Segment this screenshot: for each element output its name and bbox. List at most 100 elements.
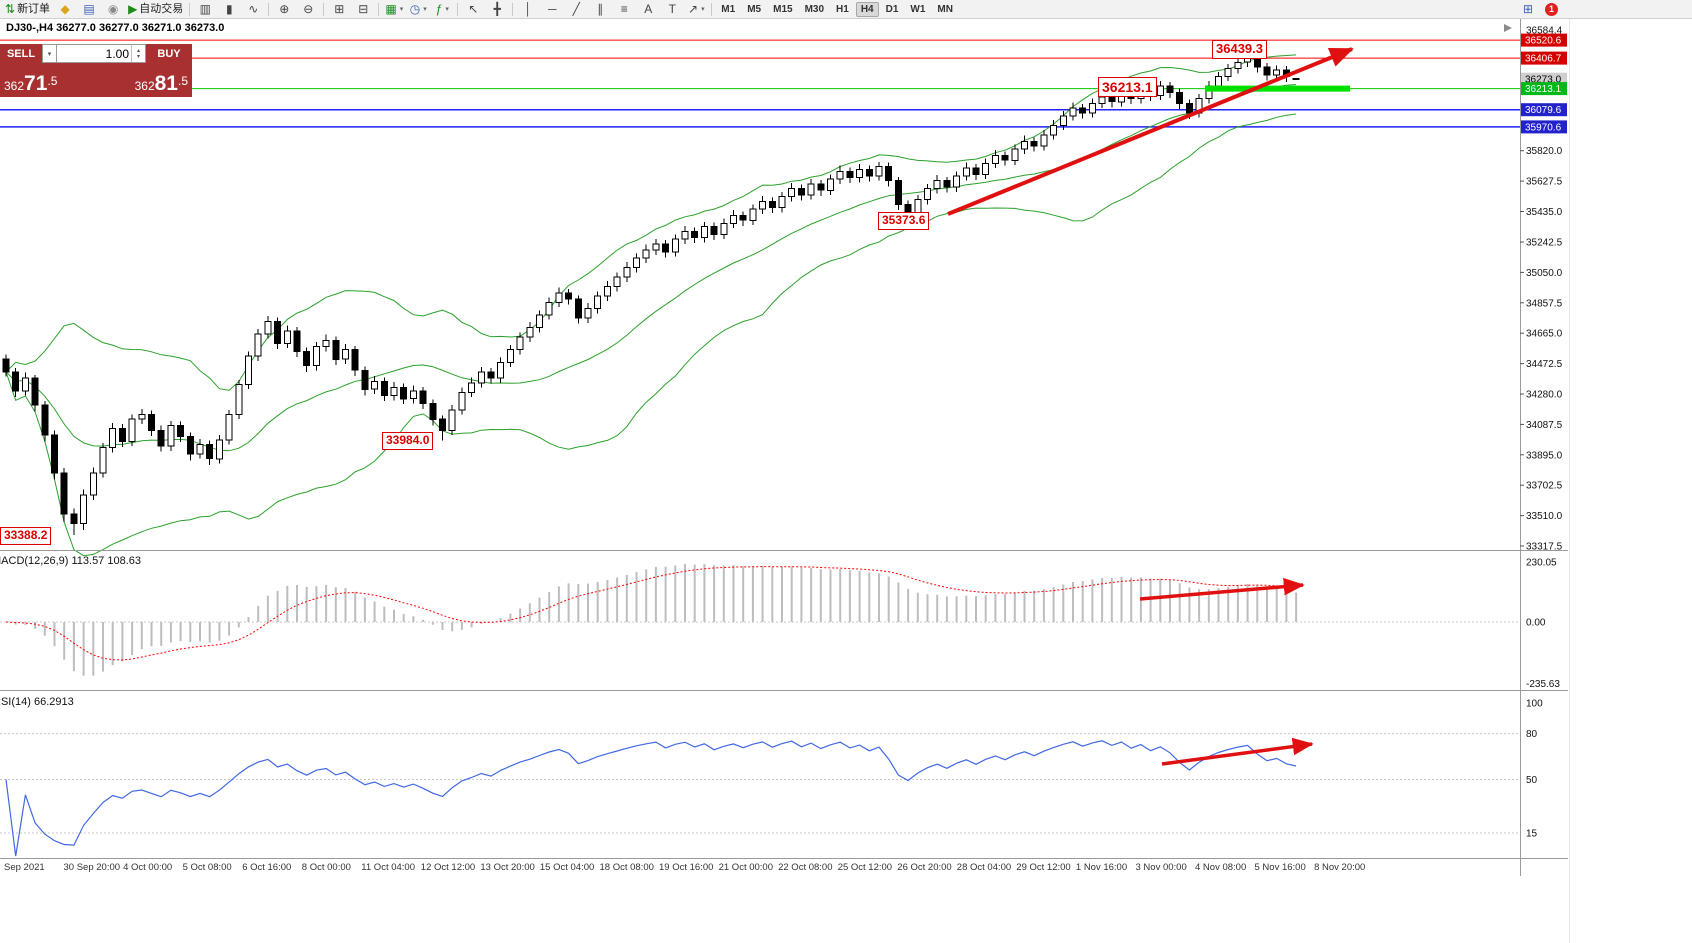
toolbar-right-group: ⊞ 1 [1516,0,1558,19]
notification-badge[interactable]: 1 [1545,2,1558,16]
volume-dropdown-button[interactable]: ▾ [42,44,57,63]
bollinger-lower-band [5,113,1297,557]
time-axis-label: 29 Oct 12:00 [1016,862,1070,873]
sell-price-big: 71 [24,72,48,95]
chart-window-button[interactable]: ⊞ [1516,0,1540,19]
price-axis-label: 33895.0 [1526,450,1563,461]
chart-canvas[interactable]: 35820.0 35627.5 35435.0 35242.5 35050.0 34857… [0,0,1568,878]
buy-price[interactable]: 36281.5 [135,73,188,95]
label-icon: T [668,2,676,16]
chevron-down-icon: ▾ [445,5,449,13]
crosshair-button[interactable]: ╋ [485,0,509,19]
macd-axis-label: 230.05 [1526,558,1557,569]
timeframe-m5-button[interactable]: M5 [747,3,762,15]
chart-profile-button[interactable]: ◆ [53,0,77,19]
text-button[interactable]: A [636,0,660,19]
cursor-icon: ↖ [468,2,479,16]
time-axis-label: 26 Oct 20:00 [897,862,951,873]
line-chart-mode-icon: ∿ [248,2,259,16]
time-axis-label: 11 Oct 04:00 [361,862,415,873]
trend-arrow[interactable] [1139,577,1305,601]
timeframe-w1-button[interactable]: W1 [910,3,926,15]
data-window-button[interactable]: ◉ [101,0,125,19]
toolbar-separator [323,2,325,16]
price-axis-label: 34857.5 [1526,298,1563,309]
timeframe-h4-button[interactable]: H4 [855,1,879,17]
chart-profile-icon: ◆ [60,2,70,16]
crosshair-icon: ╋ [493,2,501,16]
sell-price[interactable]: 36271.5 [4,72,57,95]
stepper-up-icon[interactable]: ▴ [136,47,140,54]
time-axis-label: 6 Oct 16:00 [242,862,291,873]
timeframe-d1-button[interactable]: D1 [885,3,899,15]
zoom-in-button[interactable]: ⊕ [272,0,296,19]
channel-icon: ∥ [597,2,604,16]
period-button[interactable]: ◷ ▾ [406,0,430,19]
time-axis-label: Sep 2021 [4,862,45,873]
horizontal-line-icon: ─ [548,2,557,16]
channel-button[interactable]: ∥ [588,0,612,19]
toolbar-separator [189,2,191,16]
indicators-button[interactable]: ƒ ▾ [430,0,454,19]
time-axis-label: 21 Oct 00:00 [719,862,773,873]
toolbar-separator [512,2,514,16]
bar-chart-mode-button[interactable]: ▥ [193,0,217,19]
trend-arrow[interactable] [947,47,1354,216]
timeframe-m15-button[interactable]: M15 [773,3,793,15]
candlestick-mode-button[interactable]: ▮ [217,0,241,19]
macd-histogram [14,564,1298,676]
new-order-icon: ⇅ [5,2,16,16]
timeframe-mn-button[interactable]: MN [937,3,953,15]
arrange-windows-icon: ⊟ [358,2,369,16]
timeframe-m30-button[interactable]: M30 [804,3,825,15]
price-axis-label: 35820.0 [1526,146,1563,157]
price-tag [1521,103,1567,117]
period-icon: ◷ [409,2,421,16]
symbol-period-label: DJ30-,H4 [6,22,54,34]
arrange-windows-button[interactable]: ⊟ [351,0,375,19]
horizontal-line-button[interactable]: ─ [540,0,564,19]
price-tag-label: 36406.7 [1525,54,1562,65]
vertical-line-button[interactable]: │ [516,0,540,19]
new-chart-button[interactable]: ▦ ▾ [382,0,406,19]
new-order-button[interactable]: ⇅ 新订单 [2,0,53,19]
data-window-icon: ◉ [107,2,119,16]
indicators-icon: ƒ [435,2,443,16]
bar-chart-mode-icon: ▥ [199,2,211,16]
price-tag [1521,120,1567,134]
timeframe-h1-button[interactable]: H1 [836,3,849,15]
label-button[interactable]: T [660,0,684,19]
bollinger-upper-band [5,54,1297,391]
trend-arrow[interactable] [1161,737,1314,766]
vertical-line-icon: │ [524,2,533,16]
chevron-down-icon: ▾ [399,5,404,13]
cursor-button[interactable]: ↖ [461,0,485,19]
time-axis-label: 13 Oct 20:00 [480,862,534,873]
chart-title: DJ30-,H4 36277.0 36277.0 36271.0 36273.0 [6,22,224,34]
price-axis-label: 36584.4 [1526,26,1563,37]
autotrading-button[interactable]: ▶ 自动交易 [125,0,186,19]
line-chart-mode-button[interactable]: ∿ [241,0,265,19]
buy-button[interactable]: BUY [146,44,192,63]
tile-windows-button[interactable]: ⊞ [327,0,351,19]
sell-button[interactable]: SELL [0,44,42,63]
rsi-axis-label: 50 [1526,775,1538,786]
arrows-button[interactable]: ↗ ▾ [684,0,708,19]
time-axis-label: 28 Oct 04:00 [957,862,1011,873]
volume-input[interactable]: 1.00 ▴ ▾ [57,44,146,63]
zoom-out-button[interactable]: ⊖ [296,0,320,19]
timeframe-m1-button[interactable]: M1 [721,3,736,15]
fibonacci-button[interactable]: ≡ [612,0,636,19]
price-axis-label: 35242.5 [1526,238,1563,249]
print-button[interactable]: ▤ [77,0,101,19]
chart-shift-marker[interactable] [1504,24,1512,32]
price-axis-label: 35627.5 [1526,177,1563,188]
autotrading-button-label: 自动交易 [139,2,184,15]
time-axis-label: 3 Nov 00:00 [1136,862,1187,873]
volume-stepper[interactable]: ▴ ▾ [131,45,145,62]
zoom-out-icon: ⊖ [303,2,314,16]
trendline-button[interactable]: ╱ [564,0,588,19]
time-axis-label: 22 Oct 08:00 [778,862,832,873]
chevron-down-icon: ▾ [423,5,427,13]
stepper-down-icon[interactable]: ▾ [136,53,140,60]
